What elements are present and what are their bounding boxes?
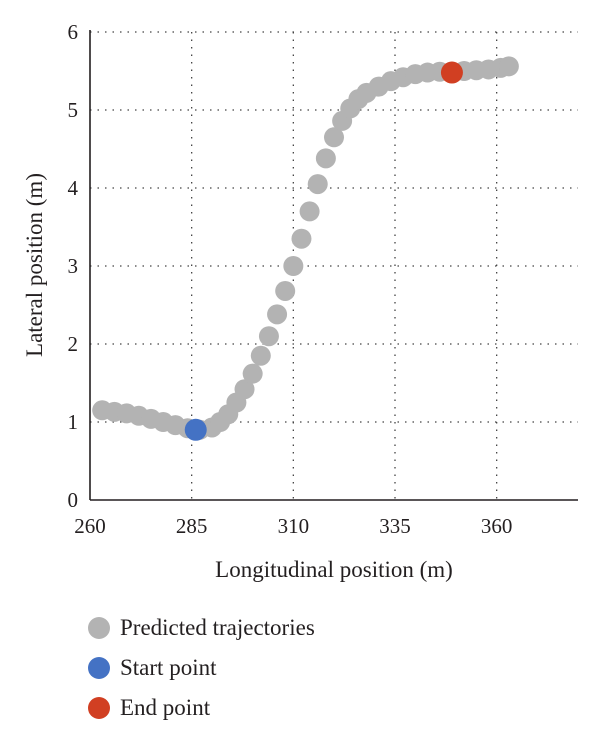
legend-marker-end (88, 697, 110, 719)
y-tick-label: 0 (68, 488, 79, 512)
legend-item-end: End point (88, 688, 315, 728)
plot-area (92, 56, 519, 441)
y-tick-label: 2 (68, 332, 79, 356)
trajectory-point (242, 363, 263, 384)
tick-labels: 260 285 310 335 360 0 1 2 3 4 5 6 (68, 20, 513, 538)
trajectory-point (299, 201, 320, 222)
axes (89, 30, 578, 501)
legend-label-start: Start point (120, 655, 217, 680)
trajectory-point (291, 228, 312, 249)
legend-item-predicted: Predicted trajectories (88, 608, 315, 648)
trajectory-point (498, 56, 519, 77)
x-tick-label: 310 (278, 514, 310, 538)
trajectory-point (267, 304, 288, 325)
legend: Predicted trajectories Start point End p… (88, 608, 315, 728)
trajectory-point (324, 127, 344, 148)
trajectory-chart: 260 285 310 335 360 0 1 2 3 4 5 6 Longitudinal posi… (22, 20, 578, 582)
y-tick-label: 1 (68, 410, 79, 434)
legend-label-predicted: Predicted trajectories (120, 615, 315, 640)
legend-marker-predicted (88, 617, 110, 639)
trajectory-point (234, 379, 255, 400)
y-tick-label: 3 (68, 254, 79, 278)
x-tick-label: 285 (176, 514, 208, 538)
legend-item-start: Start point (88, 648, 315, 688)
trajectory-point (307, 174, 328, 195)
trajectory-point (258, 326, 279, 347)
start-point (184, 418, 207, 441)
trajectory-point (275, 280, 296, 301)
trajectory-point (250, 345, 271, 366)
trajectory-point (283, 256, 304, 276)
y-tick-label: 5 (68, 98, 79, 122)
legend-marker-start (88, 657, 110, 679)
x-tick-label: 260 (74, 514, 106, 538)
y-axis-title: Lateral position (m) (22, 173, 47, 357)
trajectory-point (315, 148, 336, 169)
legend-label-end: End point (120, 695, 211, 720)
y-tick-label: 6 (68, 20, 79, 44)
x-tick-label: 335 (379, 514, 411, 538)
y-tick-label: 4 (68, 176, 79, 200)
end-point (440, 61, 463, 84)
x-tick-label: 360 (481, 514, 513, 538)
x-axis-title: Longitudinal position (m) (215, 557, 453, 582)
